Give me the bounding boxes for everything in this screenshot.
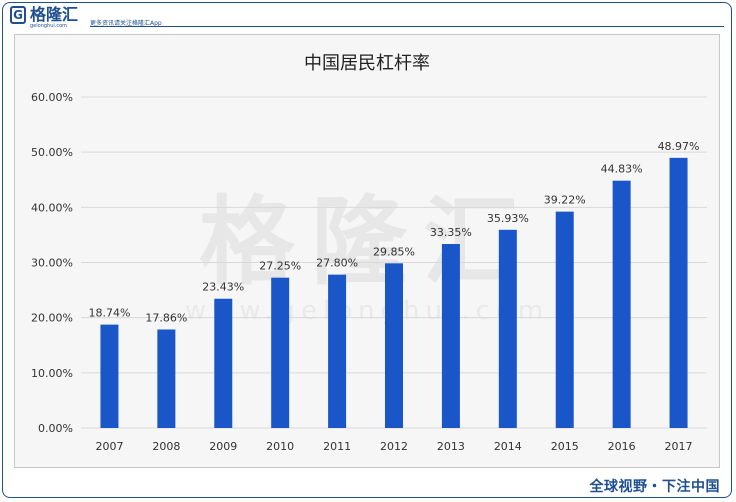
x-tick-label-2012: 2012 — [380, 440, 408, 453]
bar-2008 — [157, 329, 176, 428]
x-tick-label-2017: 2017 — [665, 440, 693, 453]
bar-2016 — [612, 180, 631, 428]
bar-2007 — [100, 324, 119, 428]
data-label-2008: 17.86% — [145, 311, 187, 324]
y-tick-label: 40.00% — [31, 201, 73, 214]
brand-name: 格隆汇 — [30, 5, 79, 24]
bars — [100, 157, 688, 429]
data-label-2015: 39.22% — [544, 194, 586, 207]
y-tick-label: 30.00% — [31, 257, 73, 270]
x-tick-label-2016: 2016 — [608, 440, 636, 453]
data-label-2016: 44.83% — [601, 163, 643, 176]
data-label-2010: 27.25% — [259, 260, 301, 273]
bar-2010 — [271, 277, 290, 428]
x-tick-label-2011: 2011 — [323, 440, 351, 453]
bar-2014 — [498, 229, 517, 428]
data-label-2007: 18.74% — [88, 307, 130, 320]
x-tick-label-2008: 2008 — [152, 440, 180, 453]
x-tick-label-2015: 2015 — [551, 440, 579, 453]
bar-2009 — [214, 298, 233, 428]
x-axis-tick-labels: 2007 2008 2009 2010 2011 2012 2013 2014 2015 2016… — [95, 440, 692, 453]
x-tick-label-2013: 2013 — [437, 440, 465, 453]
watermark-text: 格隆汇 — [199, 186, 535, 298]
watermark-domain: www.gelonghui.com — [185, 296, 549, 326]
data-labels: 18.74% 17.86% 23.43% 27.25% 27.80% 29.85% 33.3… — [88, 140, 699, 325]
y-axis-tick-labels: 0.00% 10.00% 20.00% 30.00% 40.00% 50.00% 60.00… — [31, 91, 73, 435]
data-label-2012: 29.85% — [373, 245, 415, 258]
footer-slogan: 全球视野・下注中国 — [589, 479, 720, 495]
bar-chart: 中国居民杠杆率 格隆汇 www.gelonghui.com 0.00% 10.00… — [31, 53, 707, 453]
bar-2017 — [669, 157, 688, 429]
x-tick-label-2014: 2014 — [494, 440, 522, 453]
bar-2012 — [385, 263, 403, 428]
brand-slogan: 更多资讯请关注格隆汇App — [90, 20, 162, 27]
data-label-2009: 23.43% — [202, 281, 244, 294]
x-tick-label-2010: 2010 — [266, 440, 294, 453]
chart-panel: 中国居民杠杆率 格隆汇 www.gelonghui.com 0.00% 10.00… — [14, 34, 720, 468]
logo-icon: G — [10, 6, 26, 24]
y-tick-label: 50.00% — [31, 146, 73, 159]
x-tick-label-2007: 2007 — [95, 440, 123, 453]
bar-2013 — [441, 244, 460, 428]
y-tick-label: 0.00% — [38, 422, 73, 435]
data-label-2014: 35.93% — [487, 212, 529, 225]
bar-2011 — [328, 274, 347, 428]
data-label-2017: 48.97% — [658, 140, 700, 153]
data-label-2013: 33.35% — [430, 226, 472, 239]
y-tick-label: 20.00% — [31, 312, 73, 325]
y-tick-label: 60.00% — [31, 91, 73, 104]
chart-title: 中国居民杠杆率 — [304, 53, 430, 74]
bar-2015 — [555, 211, 574, 428]
brand-domain: gelonghui.com — [30, 23, 68, 29]
brand-header: G 格隆汇 gelonghui.com 更多资讯请关注格隆汇App — [10, 5, 724, 29]
x-tick-label-2009: 2009 — [209, 440, 237, 453]
brand-divider — [90, 26, 724, 27]
y-tick-label: 10.00% — [31, 367, 73, 380]
data-label-2011: 27.80% — [316, 257, 358, 270]
